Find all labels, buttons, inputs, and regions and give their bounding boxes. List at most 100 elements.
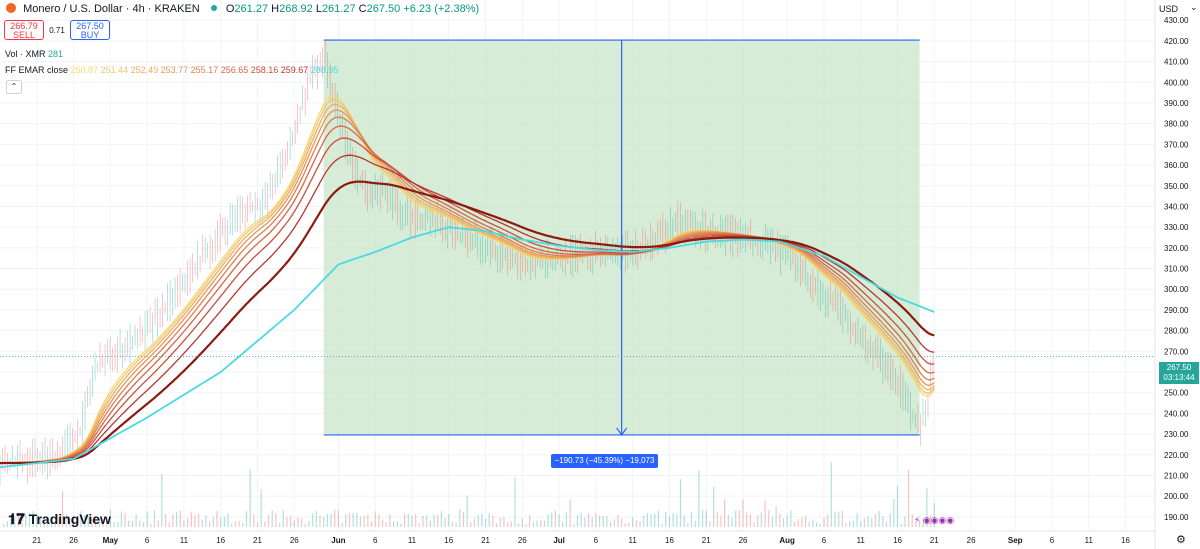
volume-bar — [80, 511, 82, 527]
volume-bar — [746, 512, 748, 527]
volume-bar — [926, 488, 928, 527]
volume-bar — [437, 514, 439, 527]
volume-bar — [271, 510, 273, 527]
volume-bar — [812, 519, 814, 527]
volume-bar — [808, 521, 810, 527]
volume-bar — [495, 523, 498, 527]
volume-bar — [363, 516, 365, 527]
chevron-down-icon[interactable]: ⌄ — [1190, 2, 1198, 12]
volume-bar — [124, 513, 126, 527]
x-tick-label: Jun — [331, 536, 345, 545]
volume-bar — [227, 513, 229, 527]
volume-bar — [289, 515, 292, 527]
x-tick-label: 21 — [481, 536, 490, 545]
volume-bar — [860, 521, 862, 527]
volume-bar — [275, 513, 277, 527]
ema-value: 251.44 — [100, 65, 131, 75]
x-tick-label: Aug — [779, 536, 795, 545]
volume-bar — [50, 516, 53, 527]
volume-bar — [385, 522, 387, 527]
y-tick-label: 330.00 — [1164, 223, 1189, 232]
x-tick-label: 6 — [822, 536, 827, 545]
volume-bar — [488, 513, 490, 527]
volume-bar — [459, 508, 461, 527]
volume-bar — [326, 513, 328, 527]
measure-tool — [323, 39, 920, 436]
volume-bar — [396, 521, 398, 527]
volume-bar — [499, 517, 501, 527]
volume-indicator-legend[interactable]: Vol · XMR 281 — [5, 49, 64, 59]
volume-bar — [168, 522, 170, 527]
volume-bar — [804, 516, 807, 527]
x-tick-label: 6 — [1050, 536, 1055, 545]
volume-bar — [249, 468, 251, 527]
ema-indicator-legend[interactable]: FF EMAR close 250.87 251.44 252.49 253.7… — [5, 65, 339, 75]
buy-button[interactable]: 267.50 BUY — [70, 20, 110, 40]
volume-bar — [551, 512, 553, 527]
x-tick-label: 21 — [32, 536, 41, 545]
currency-label[interactable]: USD — [1159, 4, 1179, 14]
events-icons[interactable]: ⚡ ◉◉◉◉ — [914, 515, 955, 525]
volume-bar — [198, 513, 200, 527]
volume-bar — [709, 521, 711, 527]
volume-bar — [654, 513, 656, 527]
y-tick-label: 250.00 — [1164, 389, 1189, 398]
volume-bar — [10, 519, 12, 527]
volume-bar — [473, 518, 476, 527]
volume-bar — [716, 512, 718, 527]
ema-value: 256.65 — [220, 65, 251, 75]
volume-bar — [907, 469, 910, 527]
volume-bar — [724, 499, 726, 527]
volume-bar — [142, 522, 145, 527]
volume-bar — [47, 518, 49, 527]
volume-bar — [797, 519, 799, 527]
x-tick-label: 11 — [857, 536, 866, 545]
y-tick-label: 280.00 — [1164, 327, 1189, 336]
volume-bar — [183, 520, 185, 527]
symbol-title[interactable]: Monero / U.S. Dollar · 4h · KRAKEN — [23, 3, 200, 15]
gear-icon[interactable]: ⚙ — [1176, 534, 1186, 546]
collapse-legend-button[interactable]: ⌃ — [6, 80, 22, 94]
volume-bar — [120, 511, 122, 527]
volume-bar — [330, 513, 332, 527]
volume-bar — [782, 518, 785, 527]
volume-bar — [646, 513, 648, 527]
volume-bar — [562, 521, 564, 527]
volume-bar — [735, 510, 737, 527]
volume-bar — [433, 514, 435, 527]
volume-bar — [359, 516, 362, 527]
volume-bar — [400, 523, 402, 527]
volume-bar — [153, 510, 156, 527]
volume-bar — [558, 514, 560, 527]
tradingview-logo[interactable]: 𝟏𝟕 TradingView — [8, 511, 111, 528]
volume-bar — [253, 513, 255, 527]
volume-bar — [841, 510, 843, 527]
volume-bar — [738, 510, 740, 527]
volume-bar — [113, 521, 115, 527]
y-tick-label: 410.00 — [1164, 58, 1189, 67]
volume-bar — [106, 518, 108, 527]
ema-value: 288.95 — [310, 65, 339, 75]
y-tick-label: 190.00 — [1164, 513, 1189, 522]
volume-bar — [510, 521, 512, 527]
volume-bar — [565, 512, 568, 527]
y-tick-label: 350.00 — [1164, 182, 1189, 191]
sell-button[interactable]: 266.79 SELL — [4, 20, 44, 40]
volume-bar — [95, 515, 97, 527]
volume-bar — [683, 515, 685, 527]
volume-bar — [264, 521, 266, 527]
volume-bar — [834, 511, 836, 527]
volume-bar — [896, 485, 899, 527]
volume-bar — [146, 511, 148, 527]
ema-value: 253.77 — [160, 65, 191, 75]
volume-bar — [731, 517, 733, 527]
ema-value: 259.67 — [280, 65, 311, 75]
volume-bar — [139, 520, 141, 527]
volume-bar — [518, 523, 520, 527]
volume-bar — [220, 517, 222, 527]
volume-bar — [345, 514, 347, 527]
volume-bar — [845, 523, 847, 527]
volume-bar — [830, 462, 832, 527]
ema-long-line — [0, 226, 1155, 469]
